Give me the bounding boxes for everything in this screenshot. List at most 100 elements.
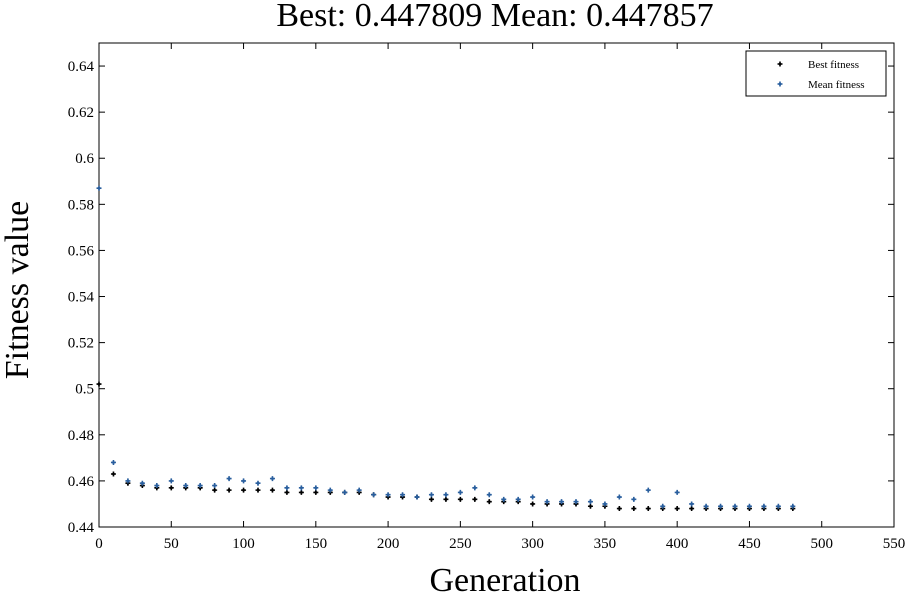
axis-ticks: 0 50 100 150 200 250 300 350 400 450 500 550 0.44 0.4… — [68, 43, 906, 552]
x-tick-label: 100 — [232, 536, 255, 552]
x-tick-label: 500 — [810, 536, 833, 552]
mean-fitness-point — [746, 503, 752, 509]
x-tick-label: 450 — [738, 536, 761, 552]
best-fitness-point — [168, 485, 174, 491]
mean-fitness-point — [775, 503, 781, 509]
x-tick-label: 250 — [449, 536, 472, 552]
best-fitness-point — [284, 489, 290, 495]
mean-fitness-point — [269, 476, 275, 482]
best-fitness-point — [212, 487, 218, 493]
mean-fitness-point — [110, 459, 116, 465]
mean-fitness-point — [602, 501, 608, 507]
best-fitness-point — [631, 506, 637, 512]
mean-fitness-point — [327, 487, 333, 493]
x-tick-label: 400 — [666, 536, 689, 552]
y-tick-label: 0.64 — [68, 59, 95, 75]
mean-fitness-point — [139, 480, 145, 486]
best-fitness-point — [241, 487, 247, 493]
best-fitness-point — [255, 487, 261, 493]
mean-fitness-point — [718, 503, 724, 509]
mean-fitness-point — [559, 499, 565, 505]
chart-title: Best: 0.447809 Mean: 0.447857 — [276, 0, 713, 34]
legend-marker-mean — [777, 81, 783, 87]
y-tick-label: 0.46 — [68, 474, 95, 490]
legend-box — [745, 50, 887, 97]
data-points — [96, 185, 796, 512]
mean-fitness-point — [400, 492, 406, 498]
best-fitness-point — [530, 501, 536, 507]
mean-fitness-point — [284, 485, 290, 491]
mean-fitness-point — [530, 494, 536, 500]
mean-fitness-point — [457, 489, 463, 495]
y-tick-label: 0.56 — [68, 243, 95, 259]
x-tick-label: 300 — [521, 536, 544, 552]
x-tick-label: 50 — [164, 536, 179, 552]
mean-fitness-point — [183, 483, 189, 489]
mean-fitness-point — [96, 185, 102, 191]
x-tick-label: 350 — [594, 536, 617, 552]
y-axis-label: Fitness value — [0, 201, 36, 379]
mean-fitness-point — [761, 503, 767, 509]
best-fitness-point — [616, 506, 622, 512]
best-fitness-point — [443, 496, 449, 502]
best-fitness-point — [428, 496, 434, 502]
mean-fitness-point — [154, 483, 160, 489]
mean-fitness-point — [414, 494, 420, 500]
best-fitness-point — [110, 471, 116, 477]
mean-fitness-point — [631, 496, 637, 502]
mean-fitness-point — [168, 478, 174, 484]
mean-fitness-point — [472, 485, 478, 491]
mean-fitness-point — [197, 483, 203, 489]
mean-fitness-point — [515, 496, 521, 502]
legend-label-best: Best fitness — [808, 59, 859, 71]
y-tick-label: 0.5 — [75, 382, 94, 398]
x-tick-label: 0 — [95, 536, 103, 552]
legend-label-mean: Mean fitness — [808, 79, 865, 91]
mean-fitness-point — [385, 492, 391, 498]
best-fitness-point — [689, 506, 695, 512]
best-fitness-point — [457, 496, 463, 502]
mean-fitness-point — [125, 478, 131, 484]
best-fitness-point — [645, 506, 651, 512]
best-fitness-point — [226, 487, 232, 493]
mean-fitness-point — [790, 503, 796, 509]
y-tick-label: 0.44 — [68, 520, 95, 536]
best-fitness-point — [269, 487, 275, 493]
y-tick-label: 0.54 — [68, 290, 95, 306]
mean-fitness-point — [371, 492, 377, 498]
y-tick-label: 0.58 — [68, 197, 94, 213]
mean-fitness-point — [255, 480, 261, 486]
best-fitness-point — [472, 496, 478, 502]
y-tick-label: 0.52 — [68, 336, 94, 352]
best-fitness-point — [674, 506, 680, 512]
mean-fitness-point — [241, 478, 247, 484]
x-tick-label: 150 — [305, 536, 328, 552]
x-axis-label: Generation — [429, 562, 580, 593]
mean-fitness-point — [645, 487, 651, 493]
mean-fitness-point — [226, 476, 232, 482]
mean-fitness-point — [486, 492, 492, 498]
best-fitness-point — [96, 381, 102, 387]
y-tick-label: 0.48 — [68, 428, 94, 444]
plot-area — [98, 42, 895, 528]
legend-marker-best — [777, 61, 783, 67]
mean-fitness-point — [616, 494, 622, 500]
mean-fitness-point — [501, 496, 507, 502]
y-tick-label: 0.6 — [75, 151, 94, 167]
mean-fitness-point — [703, 503, 709, 509]
x-tick-label: 200 — [377, 536, 400, 552]
mean-fitness-point — [689, 501, 695, 507]
mean-fitness-point — [674, 489, 680, 495]
mean-fitness-point — [573, 499, 579, 505]
best-fitness-point — [313, 489, 319, 495]
x-tick-label: 550 — [883, 536, 906, 552]
mean-fitness-point — [587, 499, 593, 505]
mean-fitness-point — [732, 503, 738, 509]
mean-fitness-point — [313, 485, 319, 491]
best-fitness-point — [298, 489, 304, 495]
mean-fitness-point — [544, 499, 550, 505]
mean-fitness-point — [356, 487, 362, 493]
mean-fitness-point — [660, 503, 666, 509]
mean-fitness-point — [298, 485, 304, 491]
